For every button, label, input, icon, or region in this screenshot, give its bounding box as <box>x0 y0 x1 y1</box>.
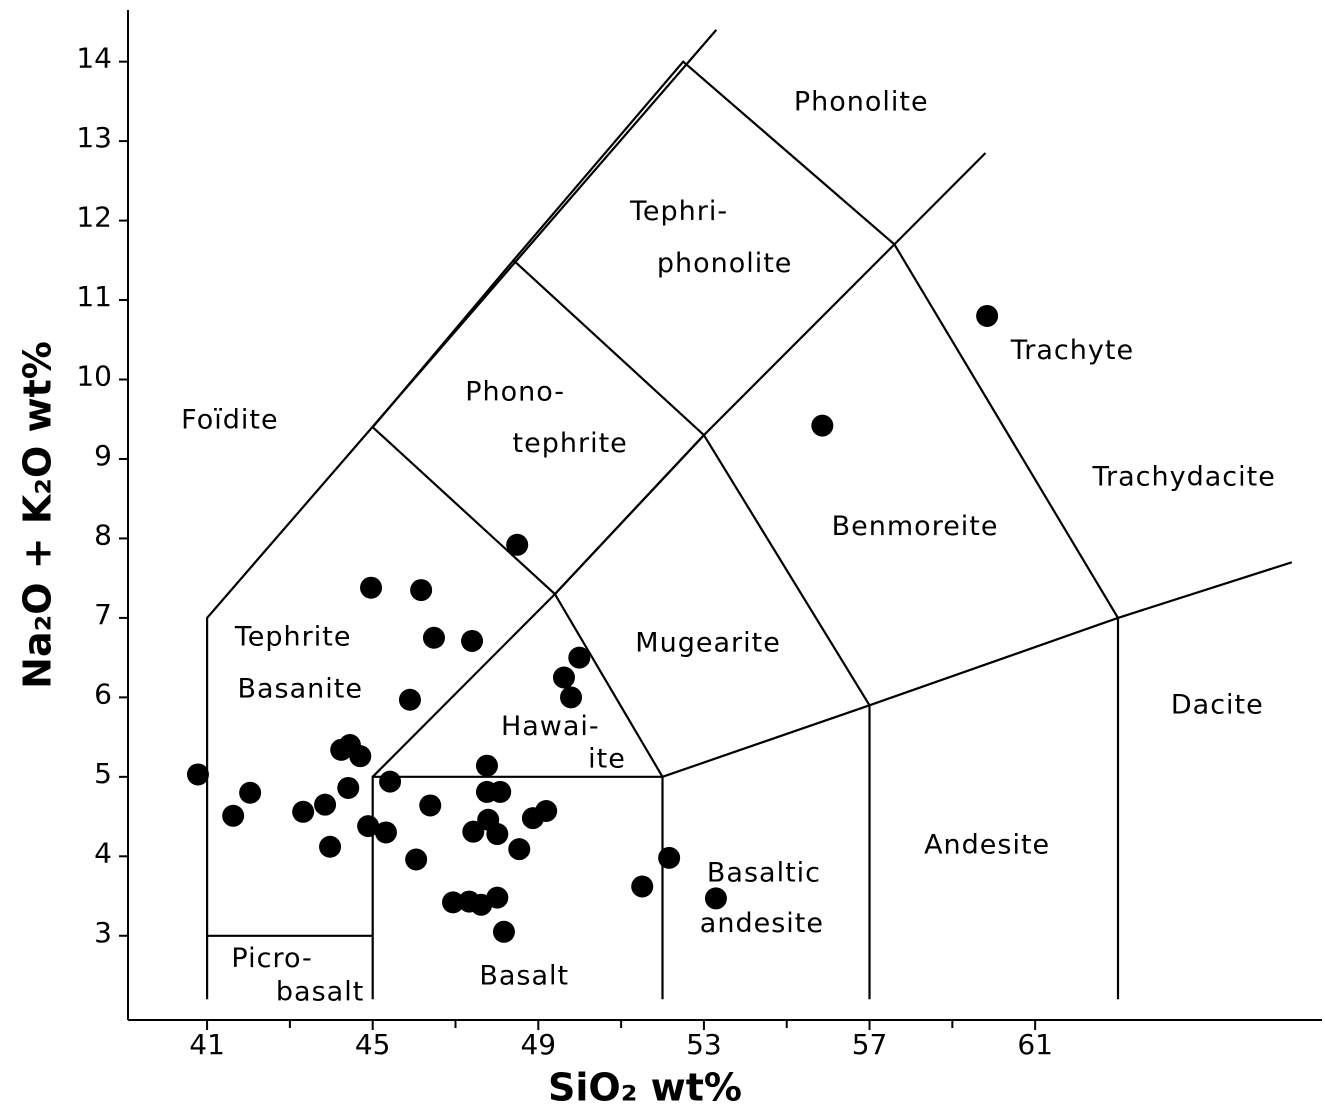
x-tick-label: 53 <box>686 1028 722 1061</box>
data-point <box>349 745 372 768</box>
field-label: Trachydacite <box>1092 462 1276 493</box>
y-tick-label: 5 <box>94 757 112 790</box>
data-point <box>462 820 485 843</box>
y-tick-label: 9 <box>94 439 112 472</box>
x-tick-label: 49 <box>520 1028 556 1061</box>
data-point <box>486 823 509 846</box>
field-boundary <box>371 258 705 436</box>
field-boundary <box>662 561 1293 778</box>
field-label: Tephri- <box>629 196 728 227</box>
field-label: Picro- <box>231 943 312 974</box>
data-point <box>506 533 529 556</box>
field-label: Dacite <box>1171 690 1264 721</box>
data-point <box>357 815 380 838</box>
field-label: Phono- <box>465 377 565 408</box>
field-label: basalt <box>276 976 364 1007</box>
data-point <box>486 886 509 909</box>
field-boundary <box>371 426 871 706</box>
data-point <box>475 754 498 777</box>
field-label: Andesite <box>924 829 1050 860</box>
y-tick-label: 7 <box>94 598 112 631</box>
data-point <box>222 804 245 827</box>
field-boundary <box>371 775 664 1000</box>
x-tick-label: 41 <box>189 1028 225 1061</box>
data-point <box>379 770 402 793</box>
data-point <box>631 875 654 898</box>
y-tick-label: 10 <box>76 360 112 393</box>
x-axis-label: SiO₂ wt% <box>548 1066 742 1110</box>
data-point <box>461 629 484 652</box>
x-tick-label: 45 <box>355 1028 391 1061</box>
field-label: Basanite <box>237 674 363 705</box>
data-point <box>442 891 465 914</box>
y-tick-label: 6 <box>94 677 112 710</box>
data-point <box>337 776 360 799</box>
field-label: Basaltic <box>707 857 821 888</box>
field-boundary <box>554 152 987 595</box>
data-point <box>314 793 337 816</box>
y-tick-label: 11 <box>76 280 112 313</box>
data-point <box>811 414 834 437</box>
y-tick-label: 14 <box>76 42 112 75</box>
data-point <box>552 666 575 689</box>
field-label: andesite <box>700 908 824 939</box>
x-tick-label: 57 <box>852 1028 888 1061</box>
field-label: Basalt <box>479 961 569 992</box>
field-label: Mugearite <box>635 628 781 659</box>
field-label: Phonolite <box>794 86 929 117</box>
data-point <box>508 838 531 861</box>
y-tick-label: 3 <box>94 916 112 949</box>
field-label: Benmoreite <box>832 511 999 542</box>
field-boundary <box>206 29 718 1000</box>
field-label: phonolite <box>657 248 793 279</box>
data-point <box>658 846 681 869</box>
data-point <box>360 576 383 599</box>
x-tick-label: 61 <box>1017 1028 1053 1061</box>
field-label: Tephrite <box>234 621 352 652</box>
data-point <box>410 579 433 602</box>
data-point <box>704 887 727 910</box>
data-point <box>239 781 262 804</box>
data-point <box>292 800 315 823</box>
data-point <box>374 821 397 844</box>
field-label: ite <box>588 744 626 775</box>
data-point <box>319 835 342 858</box>
data-point <box>489 780 512 803</box>
y-tick-label: 4 <box>94 836 112 869</box>
data-point <box>186 763 209 786</box>
data-point <box>976 304 999 327</box>
data-point <box>398 688 421 711</box>
field-label: Hawai- <box>501 711 600 742</box>
field-label: Trachyte <box>1010 335 1134 366</box>
data-point <box>422 626 445 649</box>
y-tick-label: 13 <box>76 121 112 154</box>
y-axis-label: Na₂O + K₂O wt% <box>16 341 60 689</box>
data-point <box>405 848 428 871</box>
field-label: Foïdite <box>181 404 278 435</box>
field-boundary <box>512 60 1119 619</box>
y-tick-label: 12 <box>76 201 112 234</box>
data-point <box>492 920 515 943</box>
data-point <box>560 686 583 709</box>
data-point <box>535 800 558 823</box>
data-point <box>419 794 442 817</box>
data-point <box>568 646 591 669</box>
field-label: tephrite <box>513 428 628 459</box>
y-tick-label: 8 <box>94 518 112 551</box>
